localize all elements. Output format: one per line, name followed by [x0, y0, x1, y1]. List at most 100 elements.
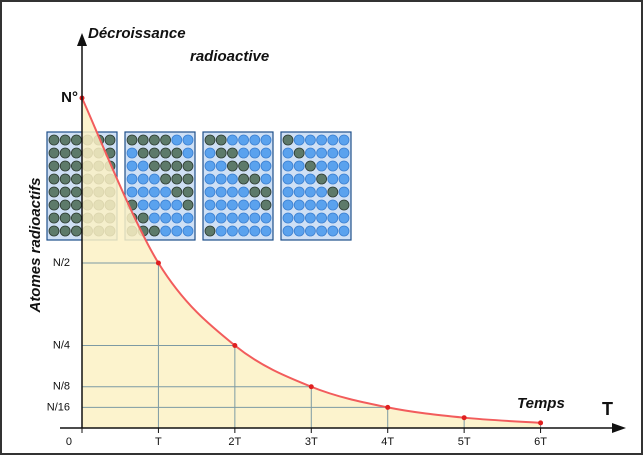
atom-stable — [338, 212, 350, 224]
atom-radioactive — [48, 134, 60, 146]
atom-radioactive — [249, 186, 261, 198]
atom-radioactive — [48, 225, 60, 237]
atom-radioactive — [148, 147, 160, 159]
atom-radioactive — [71, 160, 82, 172]
atom-stable — [293, 199, 305, 211]
atom-stable — [249, 134, 261, 146]
atom-radioactive — [59, 147, 71, 159]
atom-stable — [171, 199, 183, 211]
atom-stable — [304, 225, 316, 237]
atom-stable — [282, 199, 294, 211]
atom-stable — [137, 173, 149, 185]
atom-stable — [316, 134, 328, 146]
atom-stable — [226, 186, 238, 198]
atom-stable — [226, 134, 238, 146]
atom-radioactive — [327, 186, 339, 198]
atom-stable — [282, 173, 294, 185]
atom-stable — [204, 212, 216, 224]
atom-stable — [171, 225, 183, 237]
atom-radioactive — [238, 173, 250, 185]
atom-stable — [293, 173, 305, 185]
atom-stable — [204, 199, 216, 211]
atom-radioactive — [71, 225, 82, 237]
atom-radioactive — [260, 199, 272, 211]
atom-radioactive — [226, 147, 238, 159]
atom-radioactive — [215, 147, 227, 159]
atom-stable — [249, 147, 261, 159]
atom-radioactive — [238, 160, 250, 172]
atom-stable — [338, 173, 350, 185]
atom-radioactive — [48, 173, 60, 185]
atom-stable — [160, 199, 172, 211]
atom-stable — [238, 147, 250, 159]
atom-stable — [226, 225, 238, 237]
atom-stable — [238, 199, 250, 211]
atom-stable — [338, 225, 350, 237]
title-line: Décroissance — [88, 25, 186, 42]
atom-radioactive — [48, 147, 60, 159]
atom-stable — [316, 199, 328, 211]
atom-stable — [204, 147, 216, 159]
atom-stable — [304, 199, 316, 211]
atom-radioactive — [171, 160, 183, 172]
atom-stable — [160, 186, 172, 198]
atom-stable — [215, 199, 227, 211]
atom-panels — [46, 131, 352, 241]
atom-stable — [304, 212, 316, 224]
point — [385, 404, 391, 410]
atom-radioactive — [59, 199, 71, 211]
x-axis-symbol: T — [602, 399, 613, 419]
atom-stable — [171, 212, 183, 224]
atom-radioactive — [48, 160, 60, 172]
atom-stable — [316, 147, 328, 159]
plot — [79, 95, 544, 428]
atom-stable — [338, 147, 350, 159]
point — [308, 384, 314, 390]
atom-radioactive — [182, 160, 194, 172]
atom-stable — [137, 199, 149, 211]
atom-stable — [338, 134, 350, 146]
atom-stable — [282, 225, 294, 237]
atom-radioactive — [160, 134, 172, 146]
atom-stable — [182, 147, 194, 159]
atom-radioactive — [59, 225, 71, 237]
atom-radioactive — [137, 147, 149, 159]
atom-stable — [215, 212, 227, 224]
atom-stable — [126, 173, 138, 185]
atom-stable — [238, 186, 250, 198]
atom-radioactive — [182, 173, 194, 185]
atom-stable — [238, 212, 250, 224]
atom-panel — [280, 131, 352, 241]
atom-radioactive — [226, 160, 238, 172]
atom-stable — [338, 186, 350, 198]
x-tick-label: 2T — [228, 436, 241, 448]
atom-stable — [137, 186, 149, 198]
atom-stable — [160, 212, 172, 224]
atom-stable — [293, 160, 305, 172]
atom-stable — [293, 186, 305, 198]
x-tick-label: 6T — [534, 436, 547, 448]
atom-stable — [282, 147, 294, 159]
atom-stable — [282, 160, 294, 172]
atom-stable — [148, 199, 160, 211]
atom-stable — [215, 225, 227, 237]
atom-radioactive — [148, 134, 160, 146]
atom-radioactive — [304, 160, 316, 172]
atom-stable — [293, 212, 305, 224]
atom-stable — [204, 160, 216, 172]
atom-radioactive — [59, 160, 71, 172]
atom-stable — [327, 147, 339, 159]
atom-stable — [171, 134, 183, 146]
atom-stable — [148, 212, 160, 224]
atom-radioactive — [215, 134, 227, 146]
line — [81, 97, 541, 424]
atom-stable — [282, 212, 294, 224]
atom-radioactive — [171, 173, 183, 185]
y-tick-label: N° — [61, 89, 78, 106]
y-tick-label: N/4 — [53, 339, 70, 351]
atom-stable — [226, 199, 238, 211]
atom-stable — [304, 173, 316, 185]
atom-stable — [160, 225, 172, 237]
